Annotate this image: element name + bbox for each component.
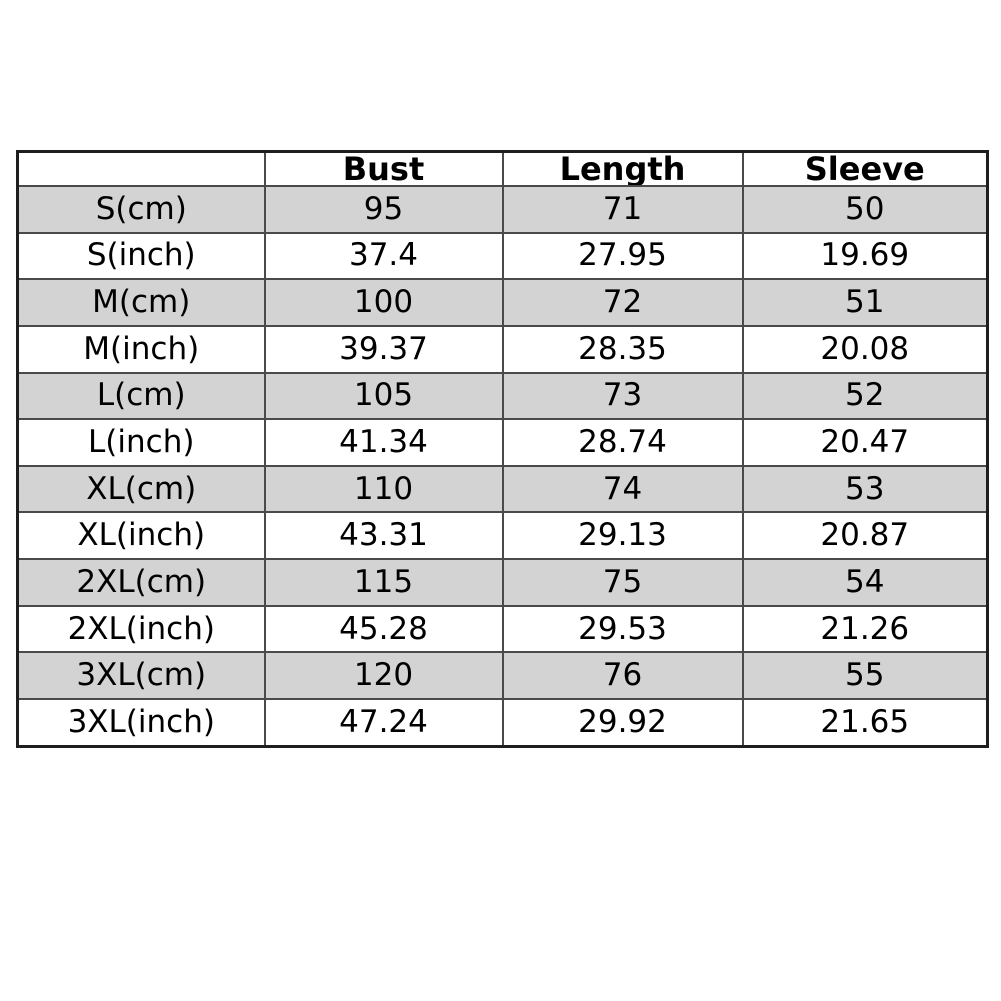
table-row: S(cm) 95 71 50 — [16, 185, 989, 234]
table-cell: 43.31 — [263, 511, 504, 561]
corner-cell — [16, 150, 266, 187]
row-label: S(inch) — [16, 231, 266, 281]
table-row: 2XL(inch) 45.28 29.53 21.26 — [16, 604, 989, 654]
row-label: M(cm) — [16, 278, 266, 327]
row-label: XL(inch) — [16, 511, 266, 561]
row-label: L(cm) — [16, 371, 266, 421]
table-cell: 28.35 — [501, 324, 744, 374]
table-row: S(inch) 37.4 27.95 19.69 — [16, 231, 989, 281]
table-cell: 29.53 — [501, 604, 744, 654]
row-label: S(cm) — [16, 185, 266, 234]
column-header-sleeve: Sleeve — [741, 150, 989, 187]
table-row: M(cm) 100 72 51 — [16, 278, 989, 327]
table-cell: 95 — [263, 185, 504, 234]
row-label: 3XL(inch) — [16, 698, 266, 748]
table-header: Bust Length Sleeve — [16, 150, 989, 187]
table-cell: 28.74 — [501, 418, 744, 467]
table-cell: 100 — [263, 278, 504, 327]
table-cell: 45.28 — [263, 604, 504, 654]
table-cell: 52 — [741, 371, 989, 421]
table-cell: 51 — [741, 278, 989, 327]
table-cell: 50 — [741, 185, 989, 234]
table-cell: 21.65 — [741, 698, 989, 748]
table-body: S(cm) 95 71 50 S(inch) 37.4 27.95 19.69 … — [16, 185, 989, 748]
table-cell: 105 — [263, 371, 504, 421]
table-cell: 110 — [263, 464, 504, 514]
table-cell: 41.34 — [263, 418, 504, 467]
table-row: L(inch) 41.34 28.74 20.47 — [16, 418, 989, 467]
row-label: 3XL(cm) — [16, 651, 266, 701]
table-cell: 53 — [741, 464, 989, 514]
table-cell: 29.13 — [501, 511, 744, 561]
table-cell: 120 — [263, 651, 504, 701]
row-label: 2XL(cm) — [16, 558, 266, 607]
table-cell: 74 — [501, 464, 744, 514]
row-label: XL(cm) — [16, 464, 266, 514]
table-cell: 19.69 — [741, 231, 989, 281]
table-row: XL(cm) 110 74 53 — [16, 464, 989, 514]
table-cell: 20.08 — [741, 324, 989, 374]
table-cell: 37.4 — [263, 231, 504, 281]
size-chart-table: Bust Length Sleeve S(cm) 95 71 50 S(inch… — [16, 150, 989, 748]
table-row: 2XL(cm) 115 75 54 — [16, 558, 989, 607]
table-cell: 75 — [501, 558, 744, 607]
table-cell: 27.95 — [501, 231, 744, 281]
column-header-bust: Bust — [263, 150, 504, 187]
table-cell: 29.92 — [501, 698, 744, 748]
row-label: M(inch) — [16, 324, 266, 374]
table-row: XL(inch) 43.31 29.13 20.87 — [16, 511, 989, 561]
table-cell: 39.37 — [263, 324, 504, 374]
table-cell: 21.26 — [741, 604, 989, 654]
table-row: 3XL(cm) 120 76 55 — [16, 651, 989, 701]
table-cell: 47.24 — [263, 698, 504, 748]
table-cell: 71 — [501, 185, 744, 234]
table-cell: 76 — [501, 651, 744, 701]
row-label: 2XL(inch) — [16, 604, 266, 654]
table-cell: 73 — [501, 371, 744, 421]
column-header-length: Length — [501, 150, 744, 187]
table-cell: 20.87 — [741, 511, 989, 561]
table-cell: 72 — [501, 278, 744, 327]
table-cell: 115 — [263, 558, 504, 607]
table-cell: 55 — [741, 651, 989, 701]
table-row: 3XL(inch) 47.24 29.92 21.65 — [16, 698, 989, 748]
row-label: L(inch) — [16, 418, 266, 467]
table-cell: 20.47 — [741, 418, 989, 467]
size-chart: Bust Length Sleeve S(cm) 95 71 50 S(inch… — [16, 150, 989, 748]
header-row: Bust Length Sleeve — [16, 150, 989, 187]
table-row: L(cm) 105 73 52 — [16, 371, 989, 421]
table-row: M(inch) 39.37 28.35 20.08 — [16, 324, 989, 374]
table-cell: 54 — [741, 558, 989, 607]
